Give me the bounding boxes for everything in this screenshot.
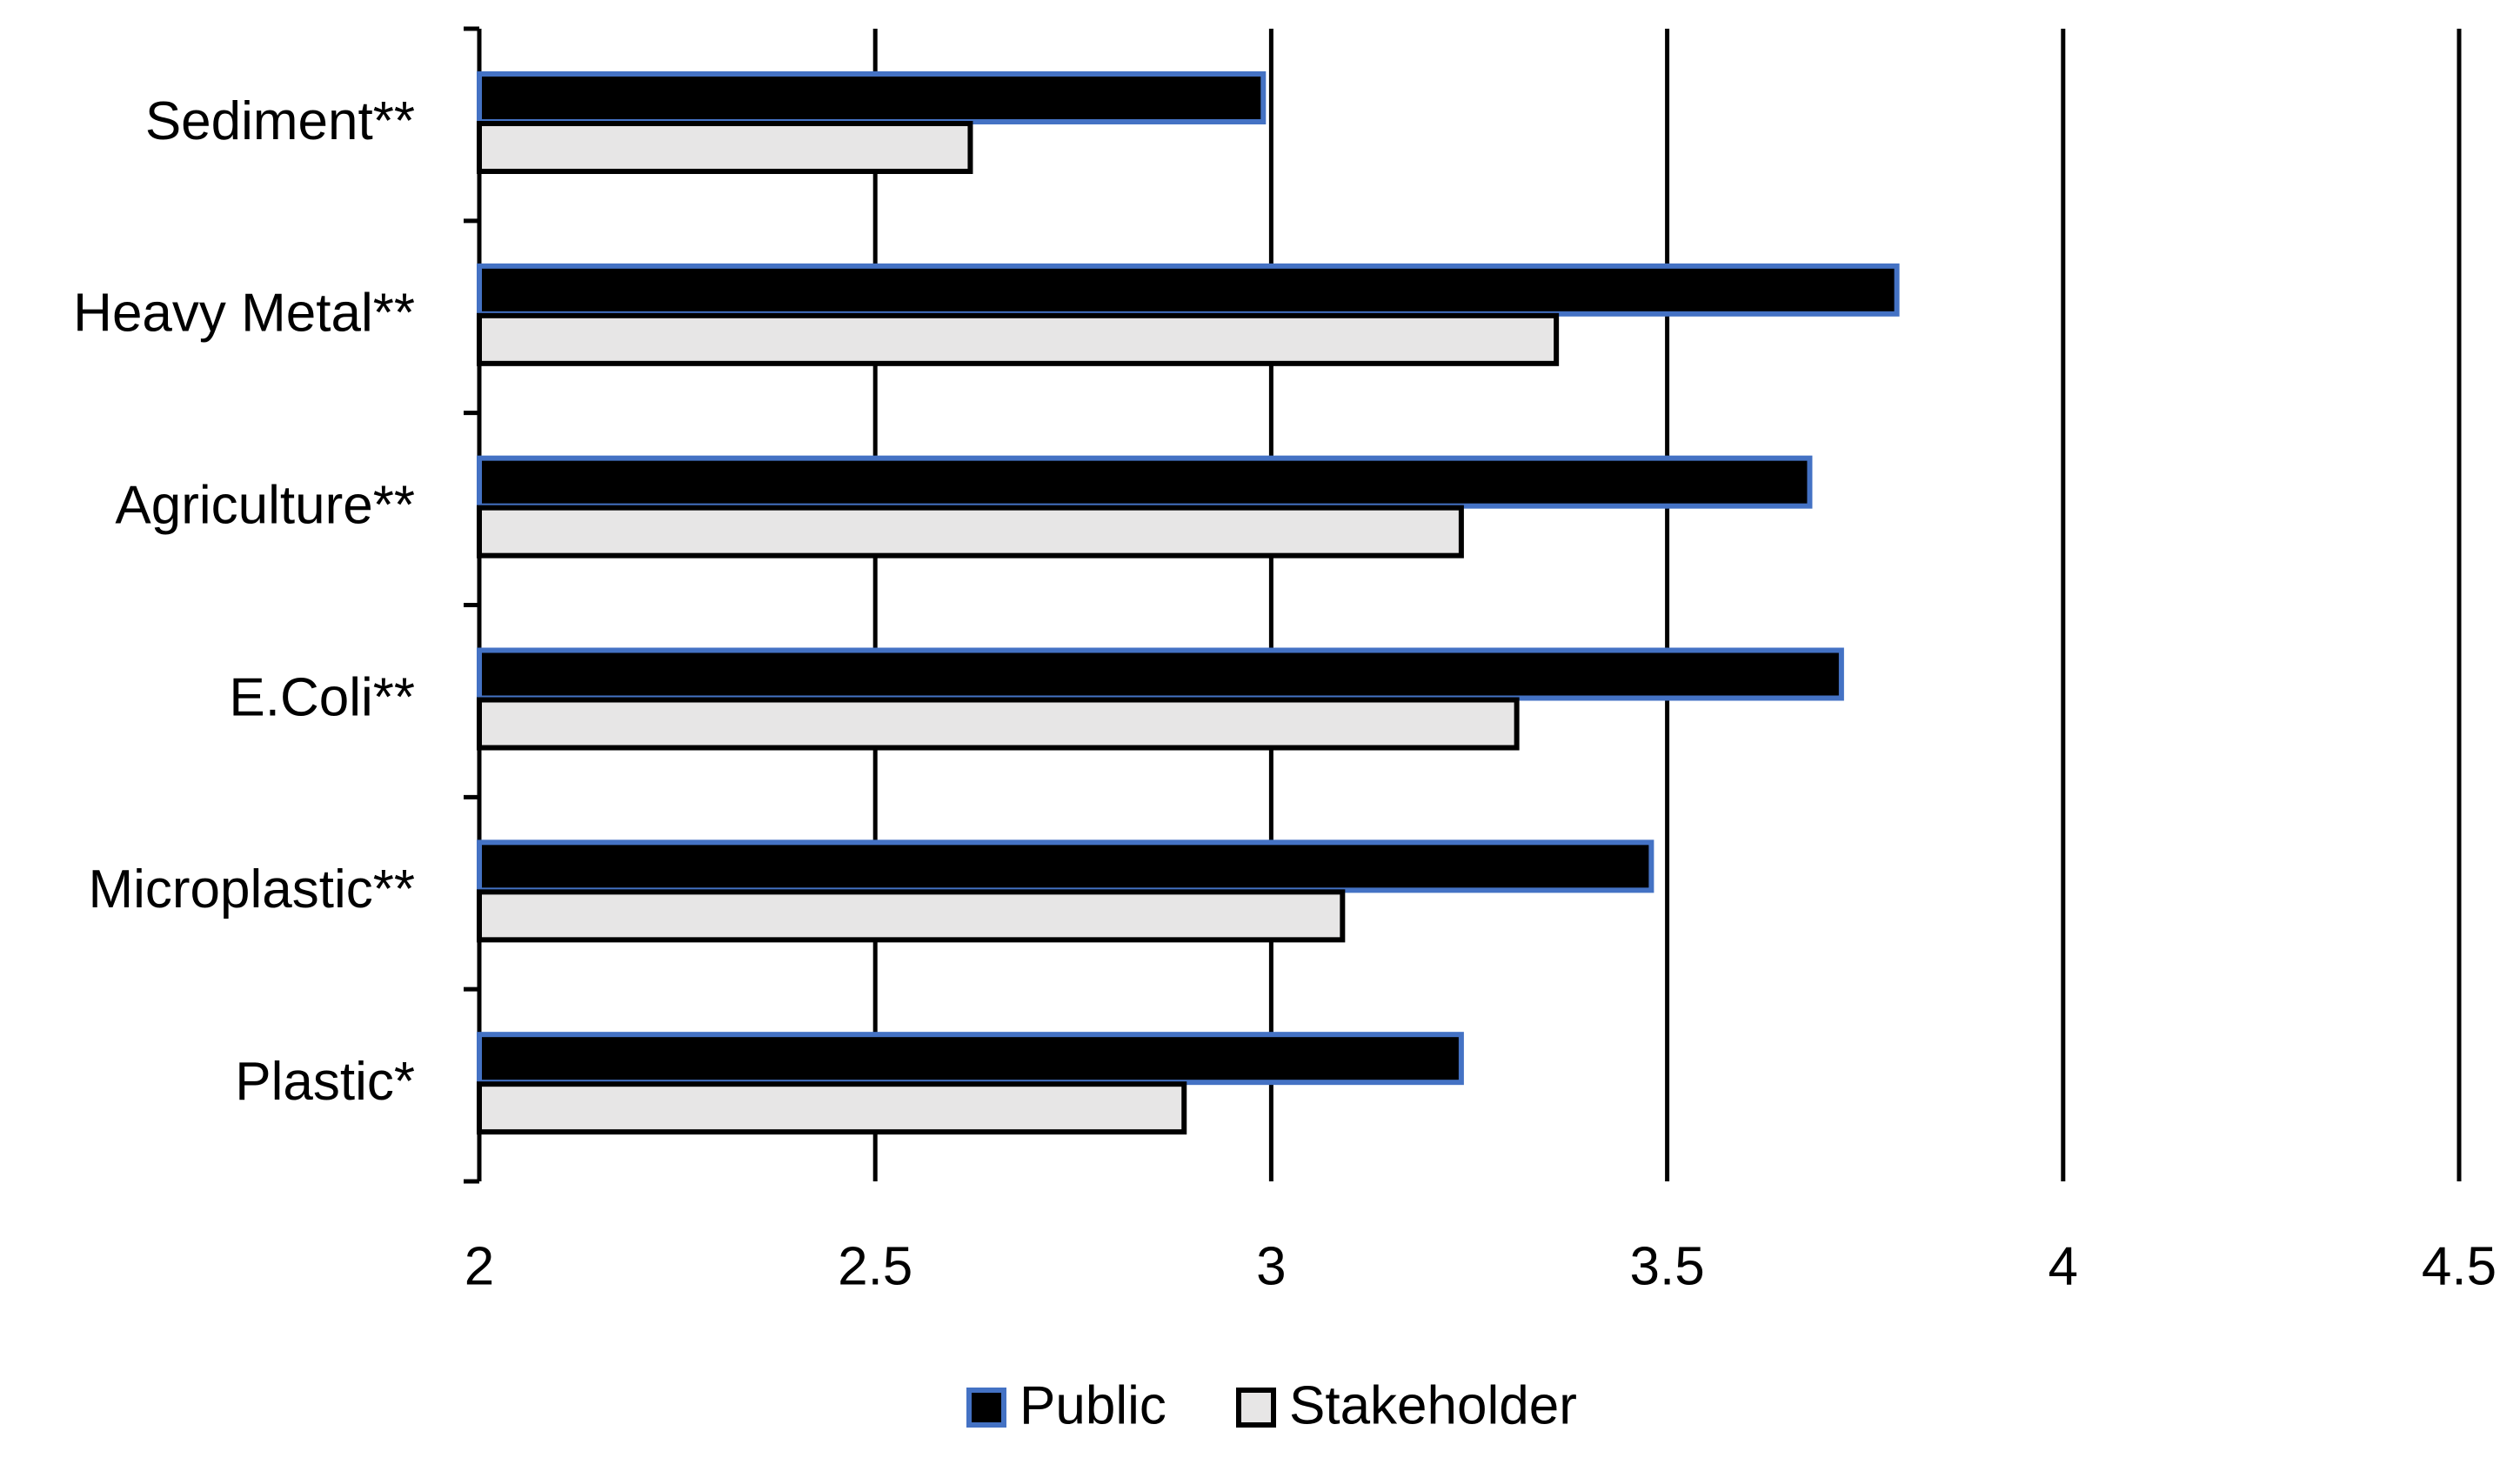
legend-label: Stakeholder	[1289, 1375, 1577, 1435]
bar	[477, 889, 1346, 943]
bar	[477, 697, 1520, 751]
legend-marker	[966, 1388, 1006, 1428]
y-tick-label: Plastic*	[235, 1052, 415, 1112]
y-tick-label: E.Coli**	[229, 667, 415, 727]
x-tick-label: 3.5	[1629, 1236, 1704, 1296]
x-tick-label: 3	[1256, 1236, 1286, 1296]
y-tick-label: Heavy Metal**	[73, 284, 415, 344]
bar	[477, 1032, 1464, 1086]
bar	[477, 1081, 1187, 1135]
bar	[477, 71, 1267, 124]
y-tick-label: Sediment**	[145, 91, 415, 151]
bar	[477, 839, 1654, 893]
x-tick-label: 4	[2049, 1236, 2078, 1296]
bar	[477, 263, 1900, 317]
bar	[477, 455, 1813, 509]
bar	[477, 121, 973, 174]
legend-label: Public	[1019, 1375, 1166, 1435]
x-tick-label: 2.5	[838, 1236, 912, 1296]
x-tick-label: 4.5	[2422, 1236, 2497, 1296]
y-tick-label: Agriculture**	[115, 475, 415, 535]
bar	[477, 647, 1844, 701]
y-tick-label: Microplastic**	[88, 859, 415, 920]
bar	[477, 505, 1464, 558]
bar	[477, 312, 1560, 366]
x-tick-label: 2	[465, 1236, 494, 1296]
legend-marker	[1236, 1388, 1276, 1428]
